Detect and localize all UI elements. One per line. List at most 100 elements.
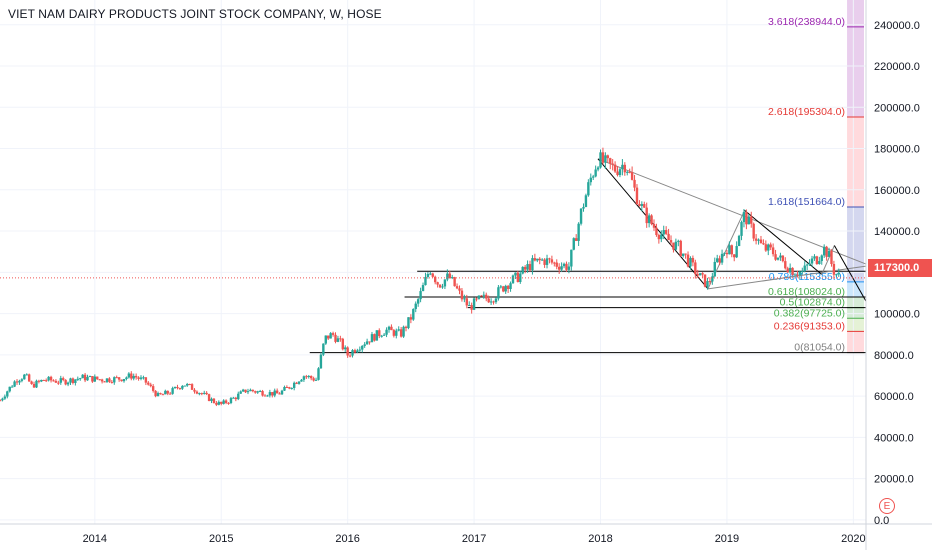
candle-body-154 [373, 334, 376, 341]
candle-body-313 [759, 239, 763, 244]
candle-body-274 [664, 230, 668, 234]
candle-body-318 [771, 247, 775, 255]
candle-body-149 [361, 345, 364, 350]
trend-line-5 [597, 158, 709, 290]
candle-body-175 [424, 276, 427, 286]
candle-body-292 [708, 281, 712, 283]
candle-body-238 [577, 223, 580, 241]
candle-body-169 [409, 317, 413, 320]
candle-body-265 [643, 204, 646, 208]
candle-body-285 [691, 257, 695, 263]
candle-body-146 [353, 350, 357, 353]
candle-body-335 [813, 256, 816, 259]
candle-body-336 [815, 256, 819, 264]
candle-body-7 [15, 381, 19, 383]
candle-body-50 [120, 379, 123, 382]
candle-body-106 [256, 391, 259, 393]
candle-body-218 [528, 264, 532, 271]
candle-body-119 [288, 387, 291, 389]
candle-body-284 [689, 257, 692, 267]
candle-body-144 [348, 355, 352, 357]
candle-body-201 [487, 298, 490, 303]
fib-zone-5 [847, 318, 864, 332]
candle-body-286 [694, 262, 697, 275]
candle-body-89 [215, 402, 218, 405]
candle-body-337 [818, 261, 821, 264]
candle-body-36 [86, 376, 89, 381]
candle-body-74 [178, 388, 182, 390]
candle-body-69 [166, 390, 169, 394]
candle-body-150 [363, 344, 366, 346]
candle-body-258 [626, 171, 629, 173]
earnings-event-icon[interactable]: E [879, 498, 895, 514]
candle-body-338 [820, 255, 823, 262]
candle-body-333 [808, 263, 811, 265]
candle-body-263 [638, 204, 641, 206]
candle-body-82 [198, 393, 201, 395]
candle-body-245 [594, 169, 597, 177]
candle-body-51 [122, 379, 126, 382]
candle-body-199 [482, 294, 486, 296]
candle-body-310 [752, 223, 755, 239]
candle-body-195 [472, 298, 476, 310]
candle-body-29 [69, 378, 72, 383]
candle-body-95 [229, 398, 233, 404]
fib-zone-6 [847, 331, 864, 353]
y-tick-label-12: 240000.0 [874, 20, 920, 32]
candle-body-93 [224, 400, 228, 403]
candle-body-43 [103, 381, 106, 383]
candle-body-177 [429, 273, 432, 275]
candle-body-60 [144, 377, 148, 383]
candle-body-67 [161, 394, 165, 396]
candle-body-123 [297, 381, 301, 384]
candle-body-192 [465, 298, 468, 306]
candle-body-46 [110, 381, 114, 383]
candle-body-137 [331, 333, 335, 335]
candle-body-213 [516, 272, 520, 283]
candle-body-88 [212, 398, 216, 403]
candle-body-215 [521, 266, 524, 274]
candle-body-288 [698, 273, 702, 276]
candle-body-166 [402, 326, 405, 337]
candle-body-187 [453, 277, 456, 287]
candle-body-120 [290, 387, 293, 389]
candle-body-1 [1, 398, 4, 401]
candle-body-223 [540, 259, 544, 261]
candle-body-243 [589, 177, 592, 183]
candle-body-6 [13, 381, 16, 387]
candle-body-83 [200, 393, 203, 395]
candle-body-131 [317, 368, 320, 380]
trend-line-10 [833, 245, 867, 302]
fib-label-5: 0.5(102874.0) [780, 297, 845, 309]
candle-body-278 [674, 241, 678, 250]
candle-body-160 [387, 326, 391, 330]
candle-body-244 [592, 176, 595, 178]
candle-body-235 [570, 249, 573, 267]
candle-body-282 [684, 253, 687, 255]
candle-body-203 [492, 301, 495, 303]
x-tick-label-3: 2017 [462, 533, 486, 545]
candle-body-142 [344, 347, 347, 350]
candle-body-315 [764, 244, 768, 251]
candle-body-190 [460, 290, 464, 300]
candle-body-112 [271, 392, 274, 396]
candle-body-295 [716, 258, 719, 262]
candle-body-329 [798, 271, 802, 276]
candle-body-159 [385, 329, 388, 335]
candle-body-214 [519, 273, 522, 283]
fib-zone-0 [847, 0, 864, 117]
candle-body-256 [621, 164, 624, 170]
candle-body-250 [606, 155, 610, 159]
candle-body-38 [91, 376, 94, 382]
candle-body-279 [677, 240, 680, 242]
current-price-label: 117300.0 [868, 259, 932, 277]
candle-body-145 [351, 350, 354, 356]
candle-body-343 [832, 264, 836, 275]
candle-body-143 [346, 347, 349, 356]
candle-body-194 [470, 305, 473, 310]
candle-body-183 [443, 279, 447, 287]
candle-body-291 [706, 281, 709, 287]
candle-body-234 [567, 266, 571, 270]
fib-label-1: 2.618(195304.0) [768, 106, 845, 118]
